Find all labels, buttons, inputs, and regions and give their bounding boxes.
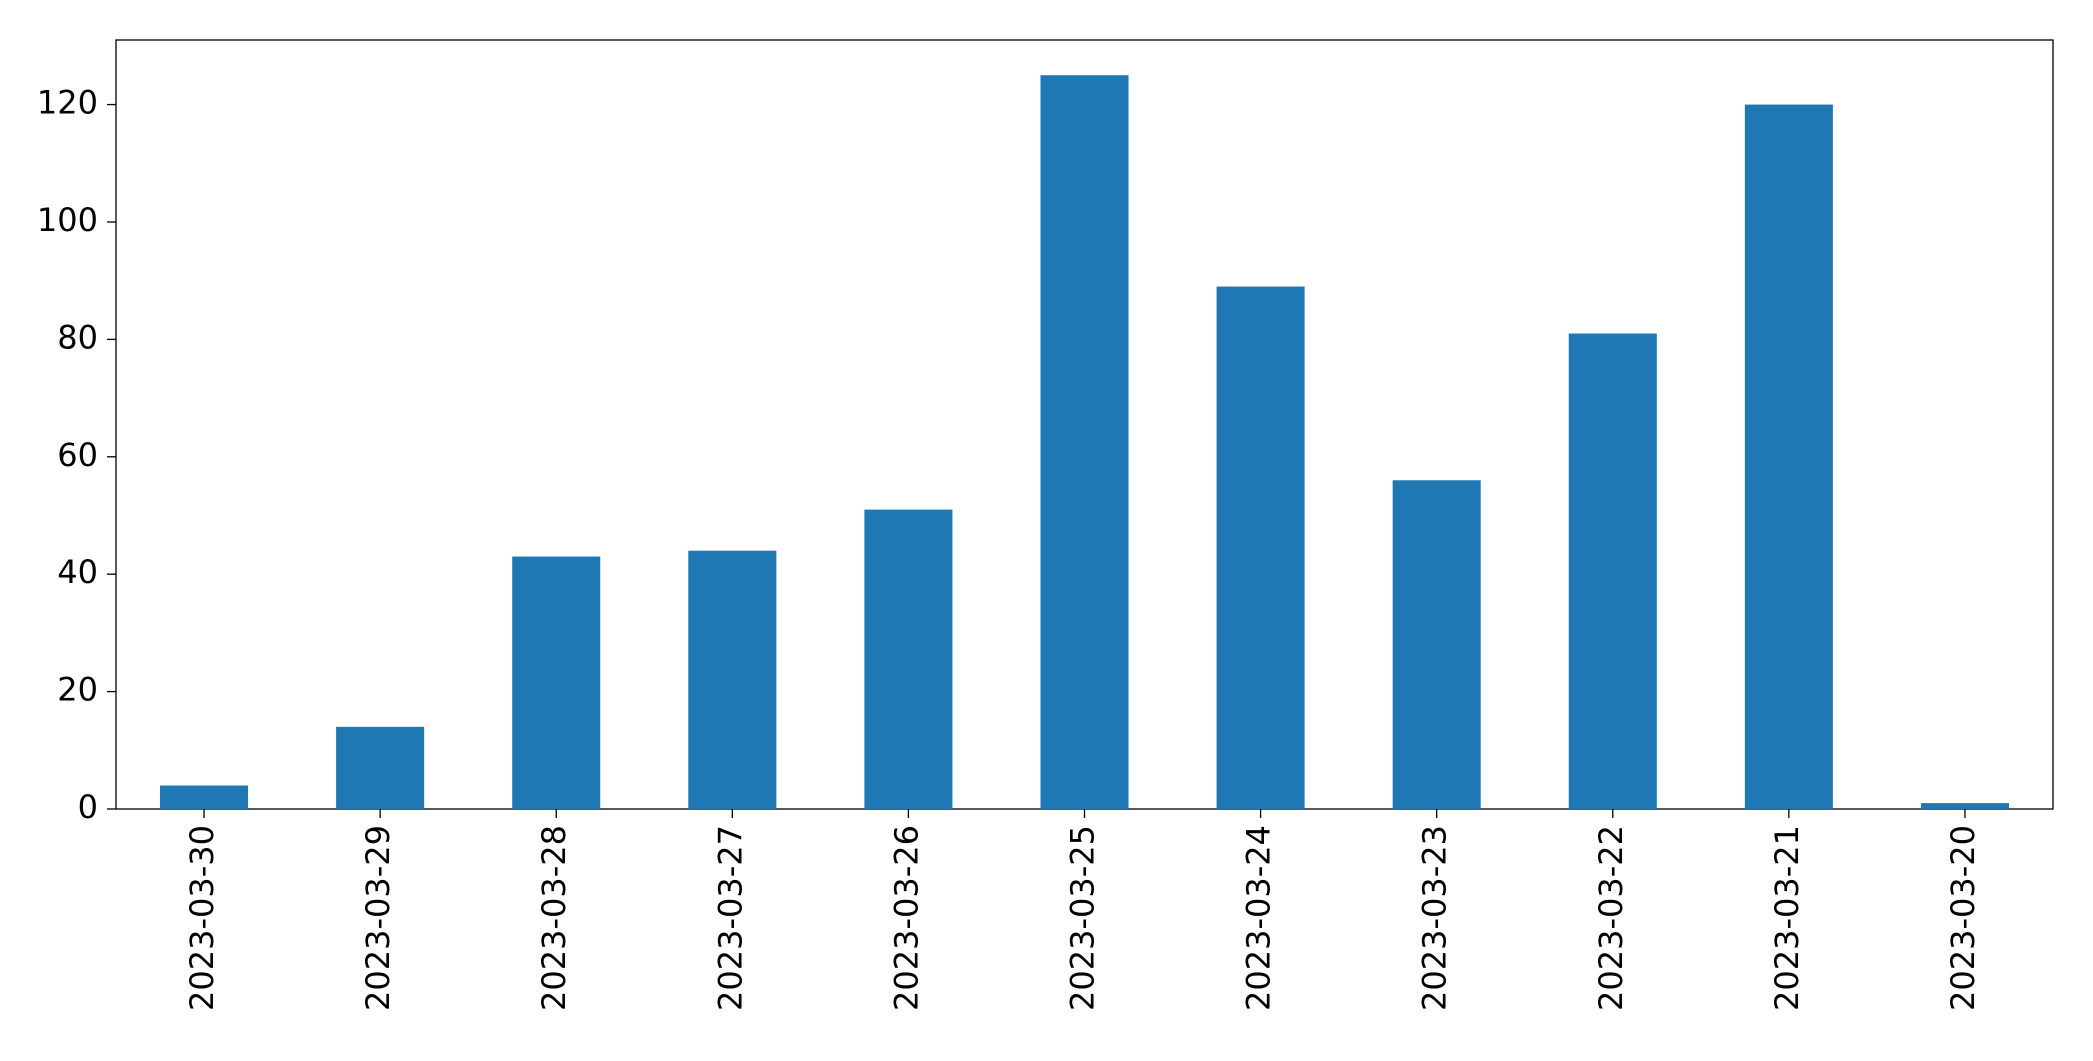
x-tick-label: 2023-03-25 [1064,825,1102,1011]
bar [688,550,777,809]
x-tick-label: 2023-03-23 [1416,825,1454,1011]
bar [512,556,601,809]
y-tick-label: 40 [57,553,98,591]
x-tick-label: 2023-03-27 [711,825,749,1011]
y-tick-label: 100 [37,201,98,239]
y-tick-label: 80 [57,318,98,356]
bar [1568,333,1657,809]
x-tick-label: 2023-03-26 [887,825,925,1011]
x-tick-label: 2023-03-24 [1240,825,1278,1011]
y-tick-label: 60 [57,436,98,474]
bar [864,509,953,809]
bar [1216,286,1305,809]
bar [1744,104,1833,810]
bar [160,785,249,809]
bar [336,726,425,809]
x-tick-label: 2023-03-21 [1768,825,1806,1011]
y-tick-label: 20 [57,671,98,709]
x-tick-label: 2023-03-30 [183,825,221,1011]
bar [1040,75,1129,809]
bar [1392,480,1481,809]
x-tick-label: 2023-03-29 [359,825,397,1011]
x-tick-label: 2023-03-28 [535,825,573,1011]
x-tick-label: 2023-03-22 [1592,825,1630,1011]
bar [1920,803,2009,809]
x-tick-label: 2023-03-20 [1944,825,1982,1011]
y-tick-label: 0 [78,788,98,826]
y-tick-label: 120 [37,84,98,122]
